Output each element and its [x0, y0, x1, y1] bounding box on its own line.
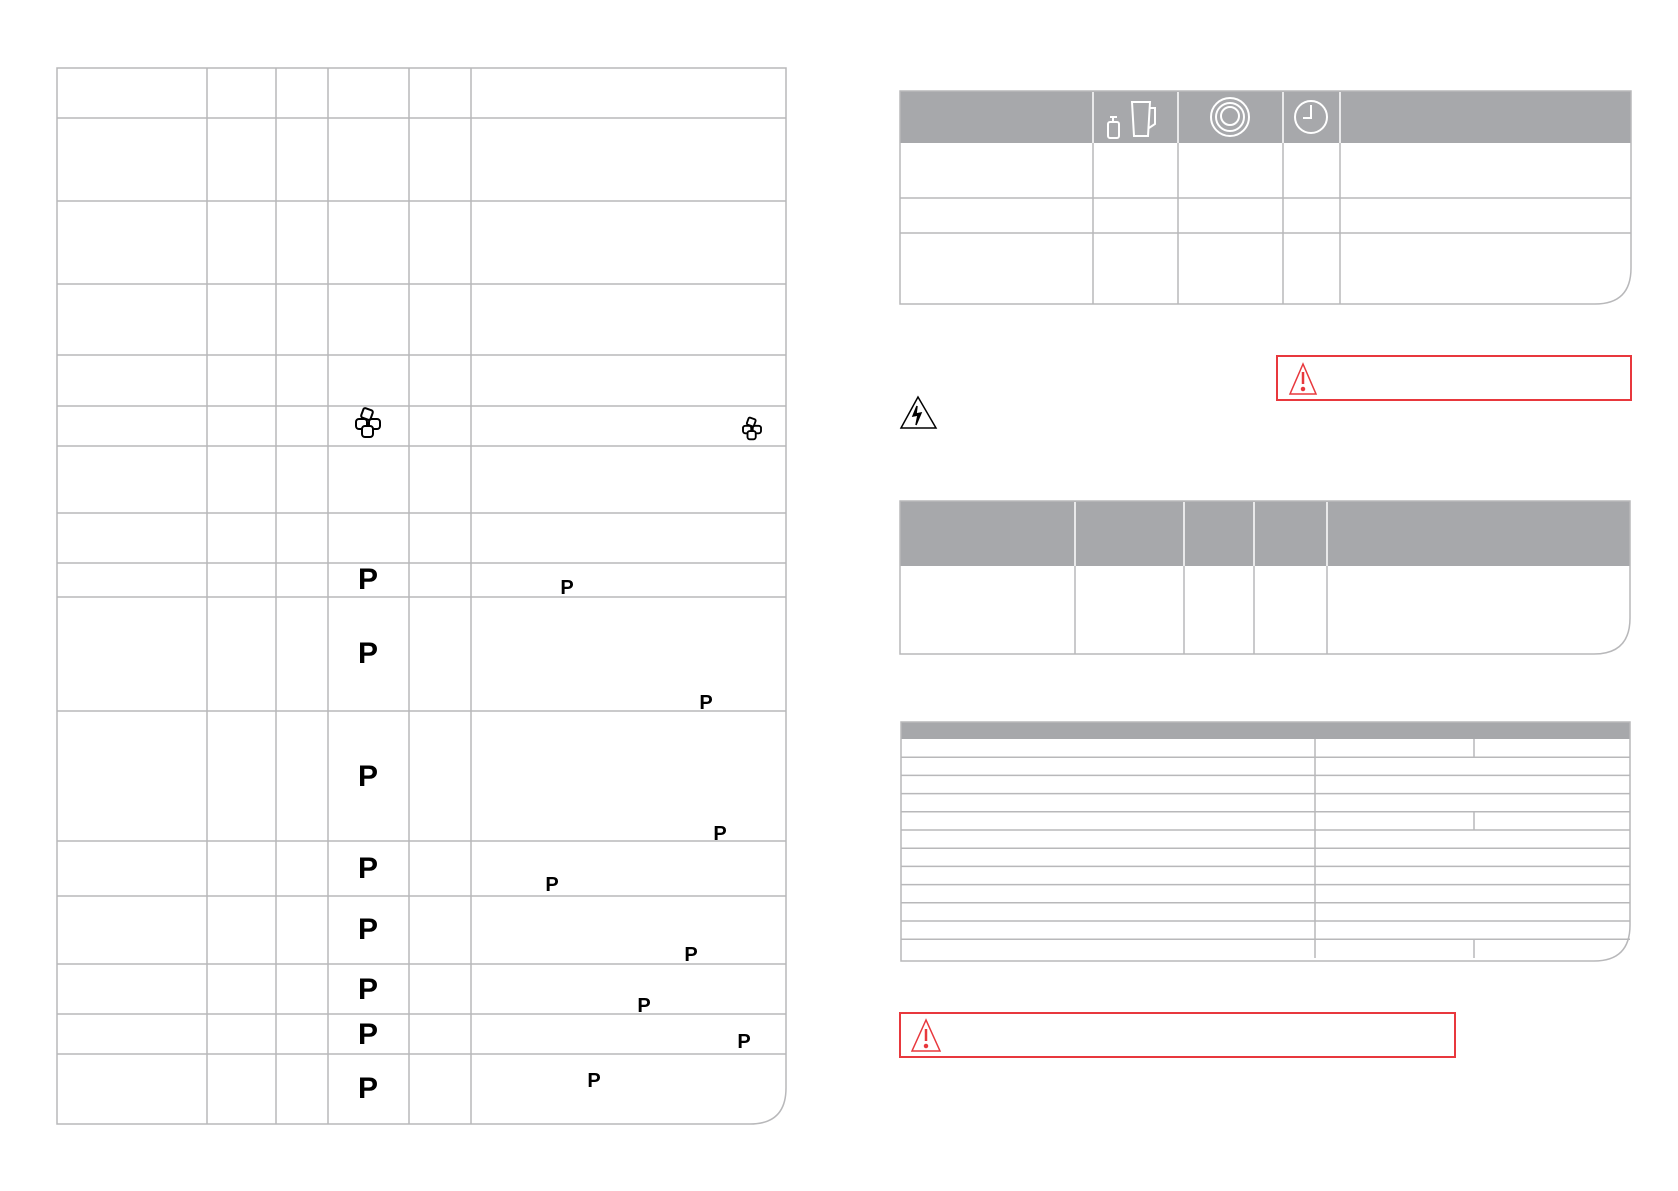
table-border: [899, 90, 1632, 305]
ice-cubes-icon: [355, 407, 381, 438]
note-p-mark: P: [545, 874, 559, 896]
table-header: [901, 722, 1630, 739]
technical-specs-table: [900, 721, 1631, 962]
speed-dial-icon: [1210, 97, 1250, 137]
table-border: [900, 721, 1631, 962]
table-border: [56, 67, 787, 1125]
program-p-mark: P: [357, 563, 379, 596]
ice-cubes-icon: [742, 416, 762, 441]
note-p-mark: P: [737, 1031, 751, 1053]
quantities-table: [899, 90, 1632, 305]
table-header: [900, 501, 1630, 566]
electric-shock-warning-icon: [899, 395, 938, 429]
program-p-mark: P: [357, 637, 379, 670]
program-p-mark: P: [357, 913, 379, 946]
recipe-table: [899, 500, 1631, 655]
note-p-mark: P: [699, 692, 713, 714]
program-p-mark: P: [357, 852, 379, 885]
note-p-mark: P: [587, 1070, 601, 1092]
program-p-mark: P: [357, 973, 379, 1006]
weight-and-jug-icon: [1107, 101, 1156, 139]
warning-box: [1276, 355, 1632, 401]
program-p-mark: P: [357, 1018, 379, 1051]
warning-box: [899, 1012, 1456, 1058]
program-p-mark: P: [357, 1072, 379, 1105]
table-header: [900, 91, 1631, 143]
table-border: [899, 500, 1631, 655]
clock-icon: [1294, 100, 1328, 134]
warning-triangle-icon: [1288, 362, 1318, 395]
program-p-mark: P: [357, 760, 379, 793]
warning-triangle-icon: [910, 1018, 942, 1052]
note-p-mark: P: [637, 995, 651, 1017]
note-p-mark: P: [713, 823, 727, 845]
program-table: [56, 67, 787, 1125]
note-p-mark: P: [684, 944, 698, 966]
note-p-mark: P: [560, 577, 574, 599]
